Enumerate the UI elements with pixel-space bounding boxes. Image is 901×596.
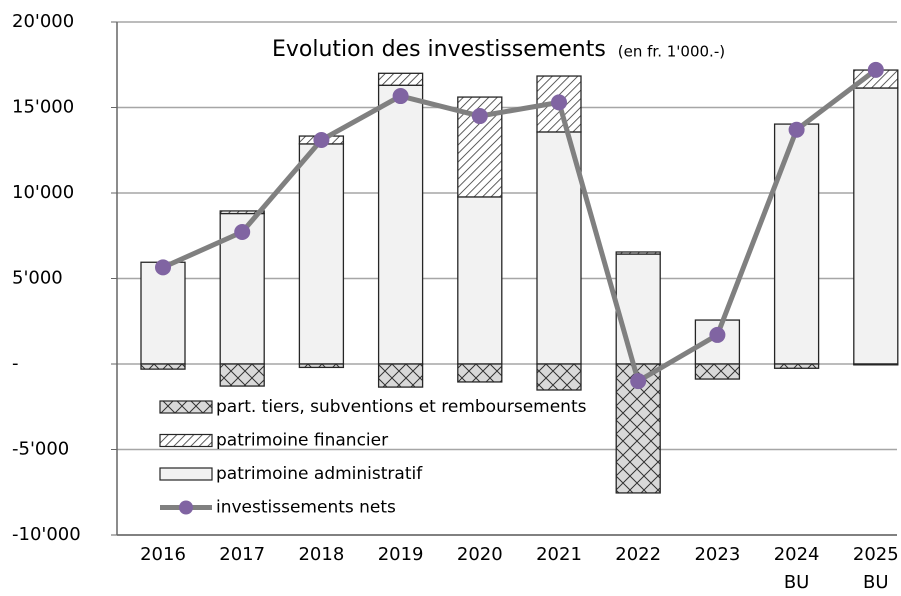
bar-segment [140, 363, 186, 370]
legend-marker [179, 500, 193, 515]
bar-segment [773, 363, 820, 369]
legend-label: patrimoine financier [216, 431, 388, 451]
bar-segment [615, 251, 661, 255]
y-tick-label: 10'000 [12, 182, 74, 203]
bar-segment [615, 253, 661, 365]
x-tick-label: 2016 [140, 544, 186, 565]
x-tick-label: 2025 BU [852, 544, 899, 593]
legend-label: investissements nets [216, 498, 396, 518]
line-marker [709, 326, 726, 343]
bar-segment [377, 84, 424, 365]
chart-subtitle: (en fr. 1'000.-) [618, 43, 725, 61]
line-marker [155, 259, 171, 276]
line-marker [392, 88, 409, 105]
line-marker [313, 131, 330, 148]
legend-swatch [159, 433, 213, 448]
bar-segment [298, 143, 345, 365]
bar-segment [140, 261, 186, 365]
x-tick-label: 2023 [694, 544, 741, 565]
line-marker [471, 108, 488, 125]
y-tick-label: -10'000 [12, 524, 81, 545]
line-marker [867, 61, 884, 78]
x-tick-label: 2024 BU [773, 544, 820, 593]
x-tick-label: 2020 [456, 544, 503, 565]
line-marker [788, 121, 805, 138]
line-marker [551, 94, 567, 111]
x-tick-label: 2019 [377, 544, 424, 565]
bar-segment [536, 131, 582, 365]
x-tick-label: 2021 [536, 544, 582, 565]
y-tick-label: - [12, 353, 19, 374]
bar-segment [536, 363, 582, 391]
line [161, 67, 878, 385]
bar-segment [219, 210, 265, 215]
y-tick-label: 20'000 [12, 11, 74, 32]
bar-segment [298, 363, 345, 369]
bar-segment [377, 363, 424, 388]
line-marker [630, 373, 647, 390]
legend-swatch [159, 467, 213, 481]
chart-title: Evolution des investissements [272, 37, 606, 62]
bar-segment [377, 72, 424, 86]
legend-swatch [159, 400, 213, 414]
x-tick-label: 2017 [219, 544, 266, 565]
bar-segment [853, 363, 899, 366]
bar-segment [773, 123, 820, 365]
bar-segment [853, 87, 899, 365]
line-marker [234, 223, 251, 240]
legend-label: part. tiers, subventions et remboursemen… [216, 397, 587, 417]
x-tick-label: 2018 [298, 544, 345, 565]
x-tick-label: 2022 [615, 544, 662, 565]
bar-segment [457, 196, 503, 365]
bar-segment [457, 363, 503, 383]
y-tick-label: 15'000 [12, 97, 74, 118]
legend-label: patrimoine administratif [216, 464, 423, 484]
y-tick-label: -5'000 [12, 439, 69, 460]
bar-segment [219, 363, 265, 387]
bar-segment [694, 363, 741, 380]
y-tick-label: 5'000 [12, 268, 63, 289]
